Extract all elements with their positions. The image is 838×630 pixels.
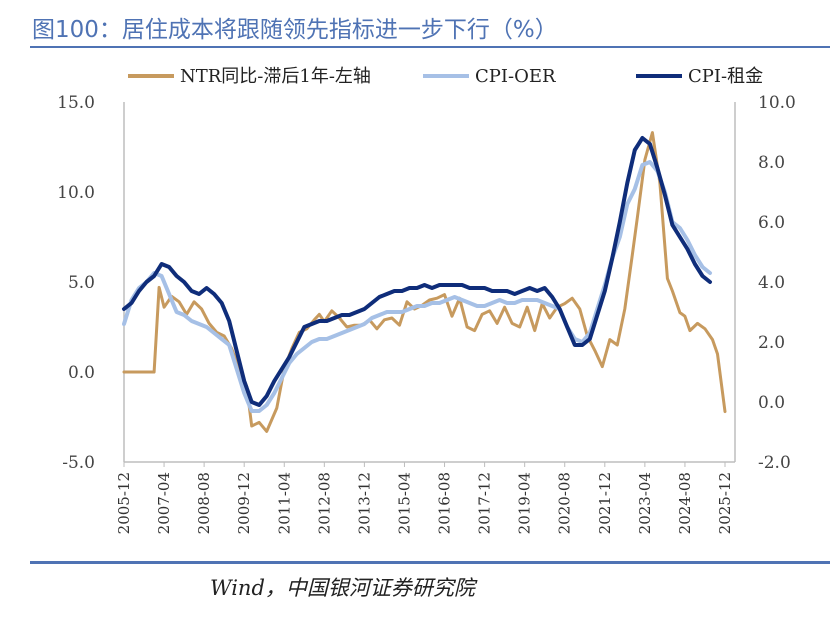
legend-label-2: CPI-OER <box>475 66 556 87</box>
series-line-1 <box>122 131 727 433</box>
x-tick-label: 2020-08 <box>556 472 574 534</box>
x-tick-label: 2007-04 <box>155 472 173 534</box>
x-tick-label: 2019-04 <box>516 472 534 534</box>
x-tick-label: 2023-04 <box>636 472 654 534</box>
x-tick-label: 2009-12 <box>235 472 253 534</box>
source-note: Wind，中国银河证券研究院 <box>210 576 475 600</box>
legend-label-1: NTR同比-滞后1年-左轴 <box>180 66 371 87</box>
x-tick-label: 2012-08 <box>315 472 333 534</box>
x-tick-label: 2008-08 <box>195 472 213 534</box>
series-line-3 <box>122 136 712 407</box>
legend-label-3: CPI-租金 <box>688 66 763 87</box>
x-tick-label: 2015-04 <box>395 472 413 534</box>
y-right-tick-label: 10.0 <box>758 93 796 113</box>
footer-divider <box>30 561 830 564</box>
y-left-tick-label: -5.0 <box>62 453 95 473</box>
series-lines <box>122 131 727 433</box>
x-tick-label: 2025-12 <box>716 472 734 534</box>
x-tick-label: 2013-12 <box>355 472 373 534</box>
chart-title: 图100：居住成本将跟随领先指标进一步下行（%） <box>32 17 558 43</box>
title-divider <box>30 46 830 48</box>
x-tick-label: 2021-12 <box>596 472 614 534</box>
x-tick-label: 2016-08 <box>436 472 454 534</box>
y-left-tick-label: 5.0 <box>68 273 95 293</box>
y-left-tick-label: 15.0 <box>57 93 95 113</box>
y-right-tick-label: 0.0 <box>758 393 785 413</box>
x-tick-label: 2024-08 <box>676 472 694 534</box>
y-right-tick-label: 8.0 <box>758 153 785 173</box>
y-left-tick-label: 0.0 <box>68 363 95 383</box>
legend: NTR同比-滞后1年-左轴 CPI-OER CPI-租金 <box>128 66 763 87</box>
y-left-tick-label: 10.0 <box>57 183 95 203</box>
y-right-tick-label: 6.0 <box>758 213 785 233</box>
y-right-tick-label: 4.0 <box>758 273 785 293</box>
axes: -5.0 0.0 5.0 10.0 15.0 -2.0 0.0 2.0 4.0 6.0 8.0 10.… <box>57 93 796 534</box>
x-tick-label: 2005-12 <box>115 472 133 534</box>
y-right-tick-label: -2.0 <box>758 453 791 473</box>
x-tick-label: 2011-04 <box>275 472 293 534</box>
y-right-tick-label: 2.0 <box>758 333 785 353</box>
x-tick-label: 2017-12 <box>476 472 494 534</box>
